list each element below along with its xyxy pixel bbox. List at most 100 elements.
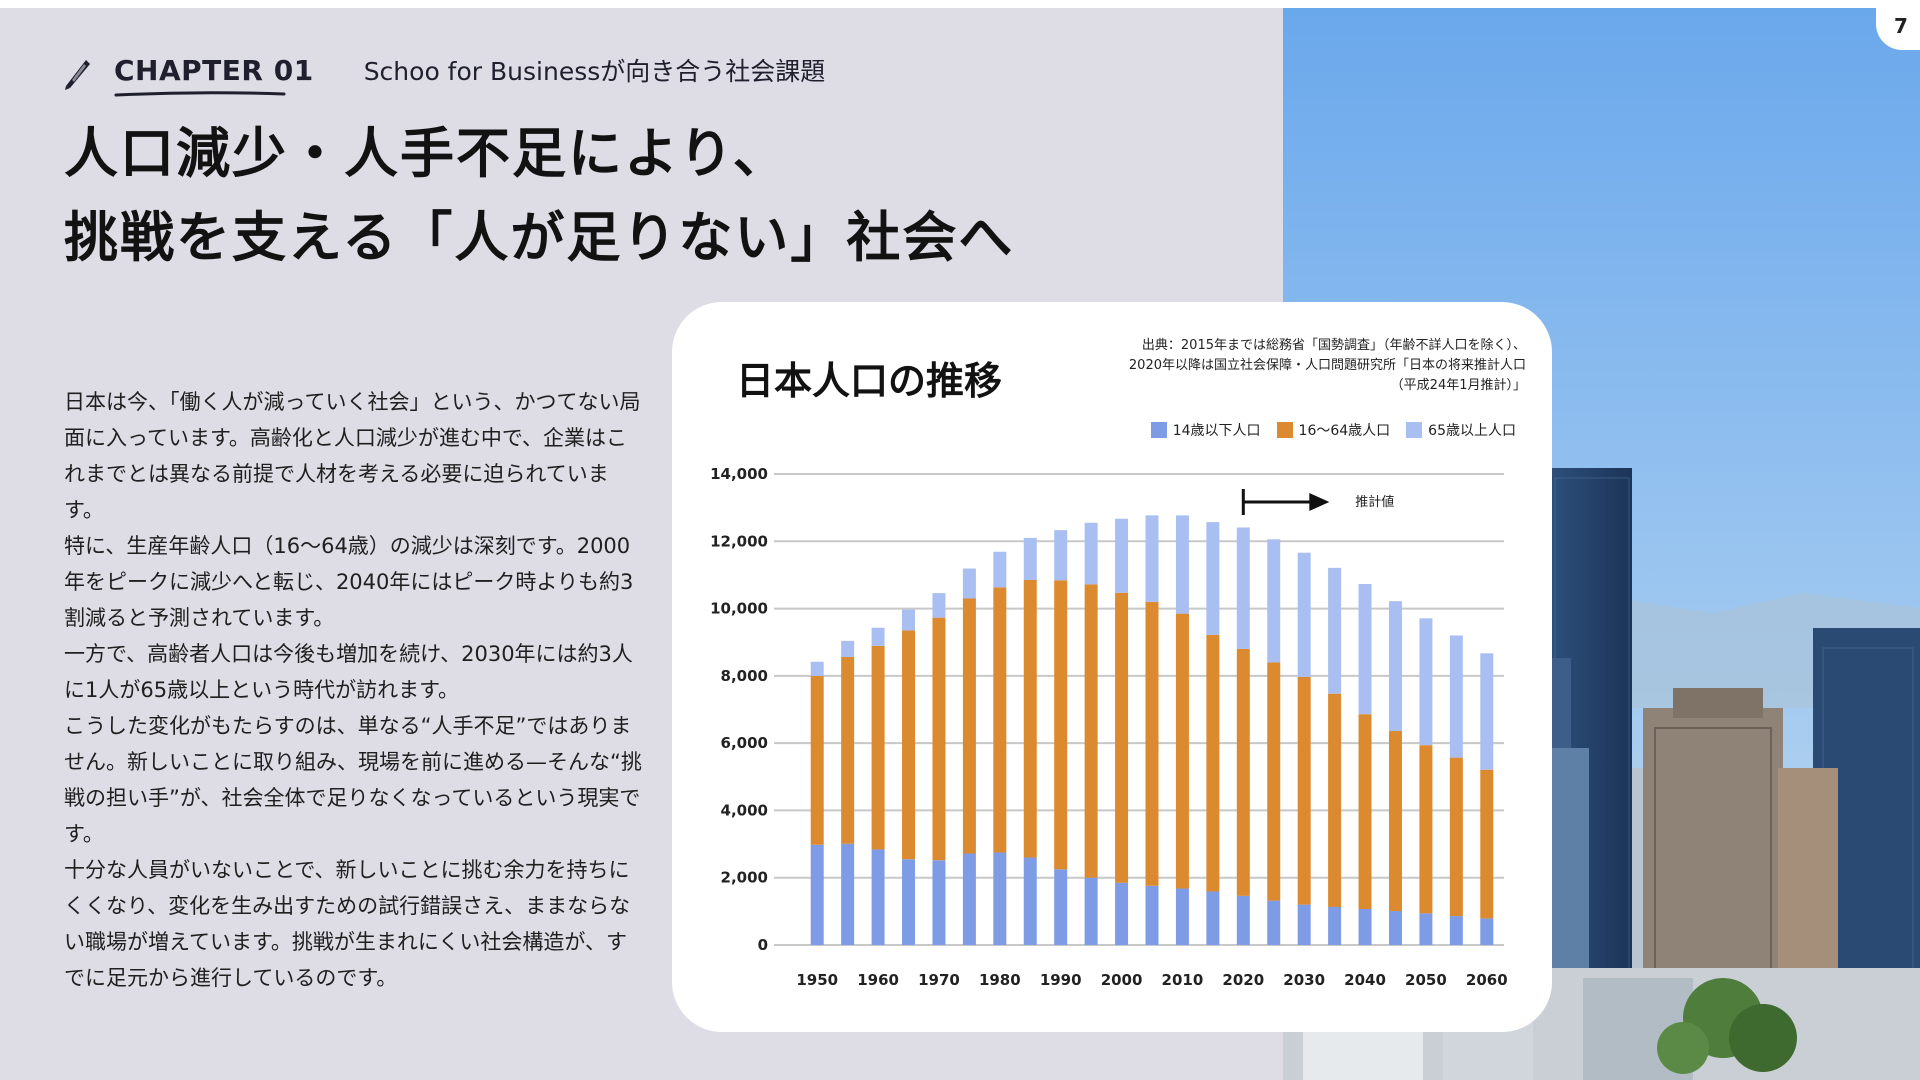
bar-segment <box>1328 906 1342 945</box>
bar-segment <box>1084 877 1098 945</box>
bar-segment <box>1115 592 1129 883</box>
x-tick-label: 1980 <box>979 971 1021 989</box>
bar-segment <box>1267 662 1281 901</box>
x-tick-label: 1950 <box>796 971 838 989</box>
chapter-header: CHAPTER 01 Schoo for Businessが向き合う社会課題 <box>64 50 826 96</box>
bar-segment <box>841 657 855 844</box>
bar-segment <box>841 843 855 945</box>
bar-segment <box>810 661 824 676</box>
x-tick-label: 1970 <box>918 971 960 989</box>
bar-segment <box>1449 757 1463 917</box>
bar-segment <box>1388 911 1402 945</box>
bar-segment <box>1023 579 1037 858</box>
body-paragraph: 十分な人員がいないことで、新しいことに挑む余力を持ちにくくなり、変化を生み出すた… <box>64 858 631 990</box>
x-tick-label: 1960 <box>857 971 899 989</box>
chart-card: 日本人口の推移 出典：2015年までは総務省「国勢調査」（年齢不詳人口を除く）、… <box>672 302 1552 1032</box>
top-strip <box>0 0 1920 8</box>
bar-segment <box>1206 891 1220 945</box>
bar-segment <box>1419 913 1433 945</box>
legend-item-65-plus: 65歳以上人口 <box>1406 420 1516 440</box>
bar-segment <box>841 640 855 658</box>
bar-segment <box>962 853 976 945</box>
x-tick-label: 2040 <box>1344 971 1386 989</box>
y-tick-label: 2,000 <box>721 869 768 887</box>
bar-segment <box>1267 539 1281 663</box>
bar-segment <box>1054 580 1068 870</box>
bar-segment <box>1297 904 1311 945</box>
x-tick-label: 2050 <box>1405 971 1447 989</box>
bar-segment <box>962 568 976 599</box>
bar-segment <box>1206 634 1220 892</box>
source-line: 出典：2015年までは総務省「国勢調査」（年齢不詳人口を除く）、 <box>1141 338 1526 353</box>
bar-segment <box>1328 693 1342 907</box>
bar-segment <box>1084 522 1098 585</box>
bar-segment <box>1054 530 1068 581</box>
bar-segment <box>1084 584 1098 878</box>
y-tick-label: 8,000 <box>721 667 768 685</box>
headline-line-1: 人口減少・人手不足により、 <box>64 122 789 185</box>
bar-segment <box>1449 916 1463 945</box>
legend-swatch <box>1150 422 1167 438</box>
bar-segment <box>871 627 885 646</box>
bar-segment <box>1145 601 1159 886</box>
bar-segment <box>902 630 916 860</box>
bar-segment <box>1023 857 1037 945</box>
bar-segment <box>1480 653 1494 770</box>
headline-line-2: 挑戦を支える「人が足りない」社会へ <box>64 206 1015 269</box>
y-tick-label: 10,000 <box>710 600 768 618</box>
x-tick-label: 2020 <box>1222 971 1264 989</box>
city-skyline-illustration <box>1283 8 1920 1080</box>
bar-segment <box>993 852 1007 945</box>
bar-segment <box>993 551 1007 588</box>
bar-segment <box>902 609 916 631</box>
bar-segment <box>1236 895 1250 945</box>
bar-segment <box>1480 918 1494 945</box>
bar-segment <box>1054 869 1068 945</box>
bar-segment <box>871 645 885 850</box>
chapter-label-text: CHAPTER 01 <box>114 53 314 87</box>
bar-segment <box>902 859 916 945</box>
bar-segment <box>1358 909 1372 945</box>
bar-segment <box>1236 527 1250 649</box>
bar-segment <box>1388 601 1402 732</box>
bar-segment <box>962 598 976 854</box>
bar-segment <box>1297 552 1311 677</box>
body-paragraph: こうした変化がもたらすのは、単なる“人手不足”ではありません。新しいことに取り組… <box>64 714 642 846</box>
legend-label: 16〜64歳人口 <box>1298 423 1391 439</box>
body-paragraph: 一方で、高齢者人口は今後も増加を続け、2030年には約3人に1人が65歳以上とい… <box>64 642 633 702</box>
bar-segment <box>1388 731 1402 912</box>
bar-segment <box>810 844 824 945</box>
y-tick-label: 14,000 <box>710 465 768 483</box>
legend-item-under-14: 14歳以下人口 <box>1150 420 1261 440</box>
bar-segment <box>1419 618 1433 746</box>
y-tick-label: 6,000 <box>721 734 768 752</box>
bar-segment <box>1328 567 1342 694</box>
bar-segment <box>1358 584 1372 715</box>
body-text: 日本は今、「働く人が減っていく社会」という、かつてない局面に入っています。高齢化… <box>64 384 646 996</box>
x-tick-label: 2030 <box>1283 971 1325 989</box>
y-tick-label: 4,000 <box>721 801 768 819</box>
source-line: 2020年以降は国立社会保障・人口問題研究所「日本の将来推計人口 <box>1128 358 1526 373</box>
x-tick-label: 1990 <box>1040 971 1082 989</box>
legend-item-working-age: 16〜64歳人口 <box>1276 420 1391 440</box>
pen-icon <box>65 60 90 90</box>
chapter-underline <box>114 90 286 96</box>
y-tick-label: 12,000 <box>710 532 768 550</box>
projection-arrow-head <box>1309 493 1330 511</box>
chart-title: 日本人口の推移 <box>736 359 1003 403</box>
chart-legend: 14歳以下人口 16〜64歳人口 65歳以上人口 <box>1150 420 1516 440</box>
bar-segment <box>1115 518 1129 593</box>
x-tick-label: 2010 <box>1162 971 1204 989</box>
chart-source: 出典：2015年までは総務省「国勢調査」（年齢不詳人口を除く）、 2020年以降… <box>1066 336 1526 396</box>
legend-label: 14歳以下人口 <box>1172 423 1261 439</box>
x-tick-label: 2000 <box>1101 971 1143 989</box>
y-tick-label: 0 <box>758 936 768 954</box>
x-tick-label: 2060 <box>1466 971 1508 989</box>
body-paragraph: 特に、生産年齢人口（16〜64歳）の減少は深刻です。2000年をピークに減少へと… <box>64 534 634 630</box>
bar-segment <box>1236 648 1250 896</box>
chapter-subtitle: Schoo for Businessが向き合う社会課題 <box>363 57 826 86</box>
bar-segment <box>810 675 824 845</box>
bar-segment <box>1449 635 1463 758</box>
bar-segment <box>932 860 946 945</box>
